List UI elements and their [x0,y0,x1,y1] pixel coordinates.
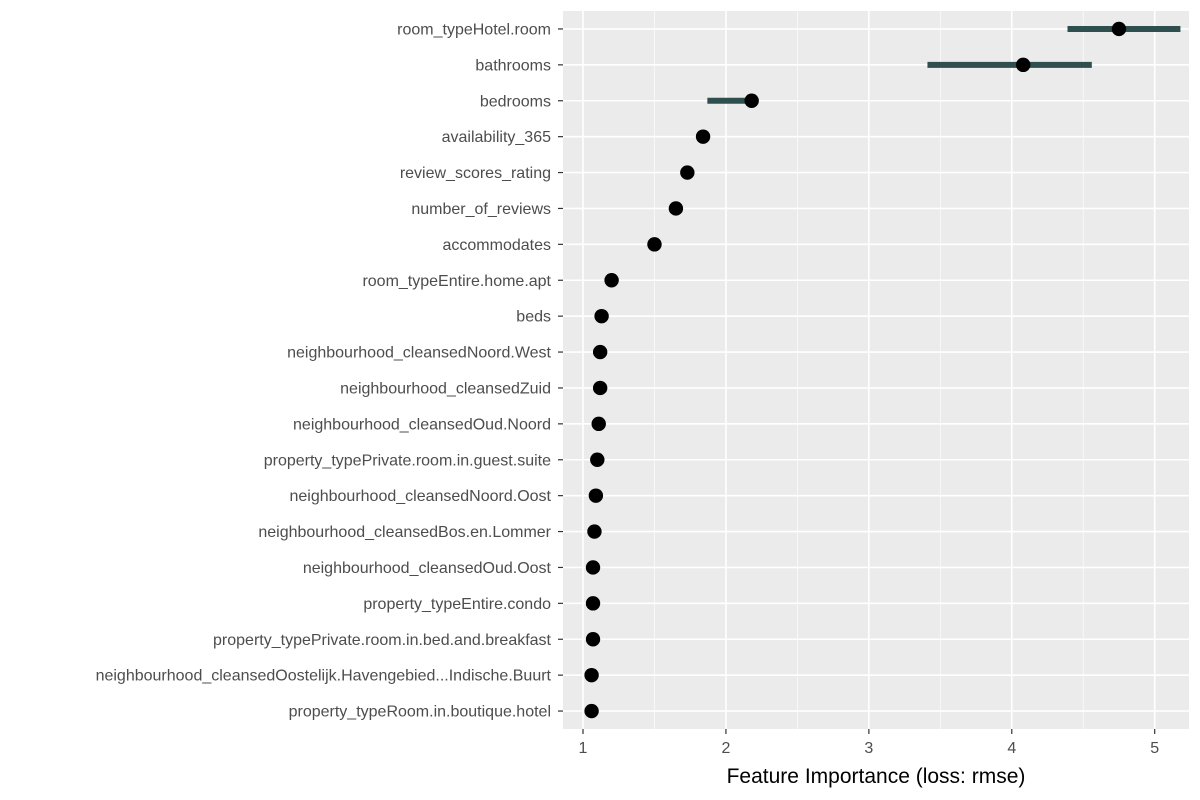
importance-point [585,560,601,575]
importance-point [680,165,695,180]
y-tick-label: neighbourhood_cleansedBos.en.Lommer [258,524,551,541]
y-tick-label: review_scores_rating [400,165,551,182]
y-tick-label: number_of_reviews [411,201,551,218]
y-tick-label: neighbourhood_cleansedNoord.Oost [289,488,551,505]
importance-point [647,237,662,252]
y-tick-label: beds [516,309,551,326]
importance-point [744,93,759,108]
importance-point [695,129,711,144]
importance-point [588,488,604,503]
importance-point [590,452,605,467]
importance-point [668,201,684,216]
importance-point [584,667,599,683]
x-tick-label: 5 [1150,740,1159,757]
y-axis: room_typeHotel.room bathrooms bedrooms avai… [96,21,563,721]
importance-point [604,273,619,288]
x-tick-label: 1 [579,740,588,757]
importance-point [594,308,609,324]
x-tick-label: 3 [864,740,873,757]
y-tick-label: neighbourhood_cleansedNoord.West [287,345,551,362]
y-tick-label: room_typeHotel.room [397,21,551,38]
importance-point [587,524,602,539]
x-tick-label: 2 [721,740,730,757]
x-tick-label: 4 [1007,740,1016,757]
importance-point [585,596,601,611]
importance-point [585,632,601,647]
y-tick-label: neighbourhood_cleansedZuid [340,380,551,397]
y-tick-label: property_typeRoom.in.boutique.hotel [289,704,551,721]
y-tick-label: bathrooms [475,57,551,74]
importance-points [584,21,1127,719]
y-tick-label: property_typePrivate.room.in.guest.suite [264,452,551,469]
y-tick-label: room_typeEntire.home.apt [362,273,551,290]
x-axis: 1 2 3 4 5 [579,729,1159,757]
y-tick-label: bedrooms [480,93,551,110]
grid-minor [654,11,1084,729]
importance-point [1111,21,1127,37]
importance-point [592,380,608,396]
x-axis-title: Feature Importance (loss: rmse) [727,765,1026,788]
y-tick-label: property_typeEntire.condo [363,596,551,613]
y-tick-label: property_typePrivate.room.in.bed.and.bre… [213,632,552,649]
importance-point [584,703,599,719]
y-tick-label: availability_365 [442,129,552,146]
y-tick-label: neighbourhood_cleansedOud.Oost [303,560,552,577]
y-tick-label: accommodates [443,237,552,254]
grid-major [563,11,1189,729]
y-tick-label: neighbourhood_cleansedOostelijk.Havengeb… [96,668,552,685]
y-tick-label: neighbourhood_cleansedOud.Noord [293,416,551,433]
importance-point [592,344,608,360]
importance-point [1016,57,1031,73]
panel-background [563,11,1189,729]
importance-point [591,416,606,432]
